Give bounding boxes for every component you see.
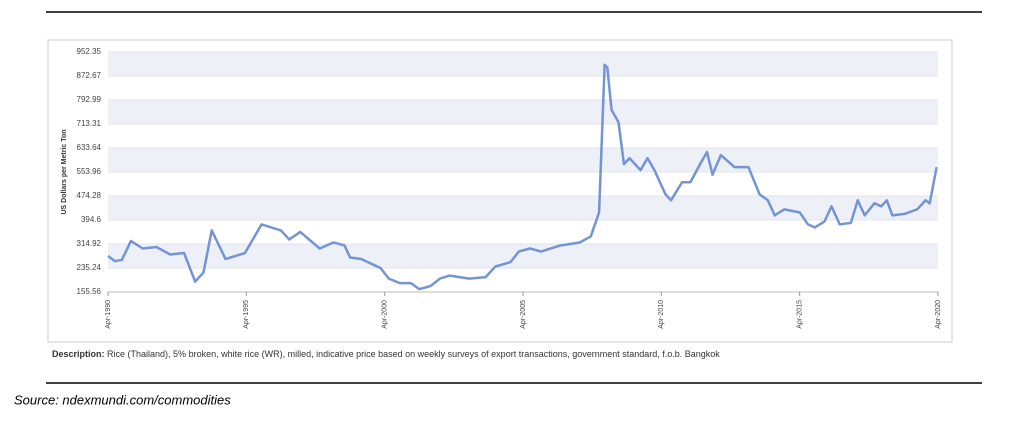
source: Source: ndexmundi.com/commodities [14, 392, 231, 407]
y-tick-label: 314.92 [77, 239, 102, 248]
grid-band [108, 52, 938, 77]
grid-band [108, 243, 938, 268]
y-tick-label: 952.35 [77, 47, 102, 56]
y-tick-label: 155.56 [77, 287, 102, 296]
x-tick-label: Apr-2000 [382, 300, 389, 329]
x-tick-label: Apr-2010 [658, 300, 665, 329]
y-tick-label: 553.96 [77, 167, 102, 176]
price-line [107, 63, 938, 291]
y-tick-label: 235.24 [77, 263, 102, 272]
y-tick-label: 474.28 [77, 191, 102, 200]
grid-band [108, 195, 938, 220]
x-tick-label: Apr-1990 [105, 300, 112, 329]
y-tick-label: 633.64 [77, 143, 102, 152]
description: Description: Rice (Thailand), 5% broken,… [52, 349, 720, 359]
x-tick-label: Apr-2015 [797, 300, 804, 329]
grid-band [108, 100, 938, 125]
description-label: Description: [52, 349, 105, 359]
chart-frame [47, 39, 953, 343]
grid-band [108, 147, 938, 172]
x-tick-label: Apr-2005 [520, 300, 527, 329]
y-tick-label: 792.99 [77, 95, 102, 104]
y-tick-label: 394.6 [81, 215, 102, 224]
x-tick-label: Apr-2020 [935, 300, 942, 329]
y-axis-label: US Dollars per Metric Ton [61, 129, 68, 214]
x-tick-label: Apr-1995 [243, 300, 250, 329]
y-tick-label: 713.31 [77, 119, 102, 128]
y-tick-label: 872.67 [77, 71, 102, 80]
description-text: Rice (Thailand), 5% broken, white rice (… [107, 349, 720, 359]
